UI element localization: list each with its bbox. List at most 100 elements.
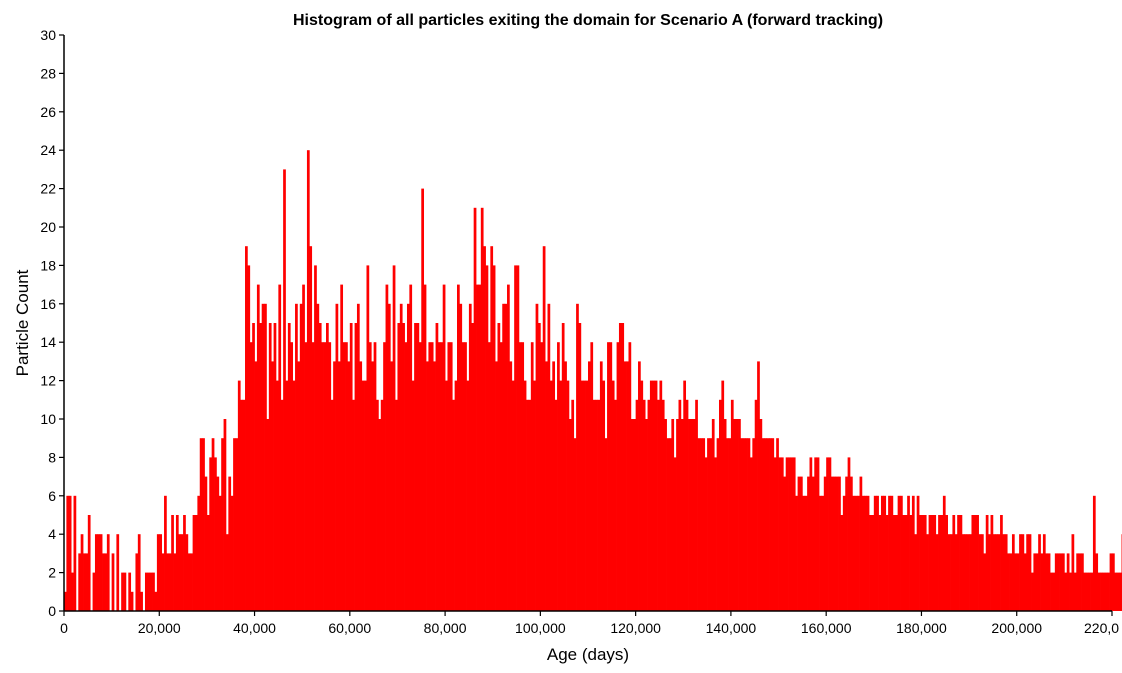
- histogram-bar: [988, 534, 991, 611]
- histogram-bar: [371, 361, 374, 611]
- histogram-bar: [809, 457, 813, 611]
- histogram-bar: [1054, 553, 1058, 611]
- histogram-bar: [326, 323, 329, 611]
- histogram-bar: [797, 476, 801, 611]
- histogram-bar: [356, 303, 360, 611]
- histogram-bar: [435, 323, 439, 611]
- histogram-bar: [676, 419, 679, 611]
- histogram-bar: [580, 380, 584, 611]
- histogram-bar: [202, 438, 205, 611]
- histogram-bar: [259, 323, 263, 611]
- histogram-bar: [880, 495, 884, 611]
- histogram-bar: [178, 534, 182, 611]
- histogram-bar: [742, 438, 746, 611]
- histogram-bar: [292, 380, 296, 611]
- histogram-bar: [187, 553, 191, 611]
- histogram-bar: [504, 303, 508, 611]
- histogram-bar: [106, 534, 110, 611]
- histogram-bar: [383, 342, 386, 611]
- histogram-bar: [373, 342, 377, 611]
- histogram-bar: [268, 323, 272, 611]
- histogram-bar: [423, 284, 427, 611]
- histogram-bar: [306, 150, 310, 611]
- histogram-bar: [1031, 572, 1034, 611]
- y-tick-label: 30: [40, 27, 56, 43]
- y-tick-label: 20: [40, 219, 56, 235]
- histogram-bar: [237, 380, 241, 611]
- histogram-bar: [123, 572, 127, 611]
- histogram-bar: [981, 534, 984, 611]
- histogram-bar: [819, 495, 822, 611]
- histogram-bar: [1023, 553, 1027, 611]
- histogram-bar: [392, 265, 396, 611]
- x-tick-label: 100,000: [515, 620, 566, 636]
- x-tick-label: 20,000: [138, 620, 181, 636]
- histogram-bar: [697, 438, 701, 611]
- histogram-bar: [1050, 572, 1053, 611]
- histogram-bar: [318, 323, 322, 611]
- histogram-bar: [404, 342, 408, 611]
- histogram-bar: [1011, 534, 1015, 611]
- histogram-bar: [1069, 572, 1072, 611]
- y-tick-label: 8: [48, 449, 56, 465]
- histogram-bar: [333, 361, 336, 611]
- histogram-bar: [671, 419, 675, 611]
- histogram-bar: [823, 476, 827, 611]
- histogram-bar: [1061, 553, 1065, 611]
- histogram-bar: [985, 515, 989, 611]
- histogram-bar: [552, 361, 556, 611]
- histogram-bar: [933, 515, 937, 611]
- histogram-bar: [695, 399, 698, 611]
- histogram-bar: [287, 323, 291, 611]
- histogram-bar: [1114, 572, 1118, 611]
- histogram-bar: [714, 457, 717, 611]
- histogram-bar: [485, 265, 489, 611]
- histogram-bar: [826, 457, 829, 611]
- histogram-bar: [1057, 553, 1060, 611]
- y-tick-label: 10: [40, 411, 56, 427]
- histogram-bar: [302, 284, 305, 611]
- histogram-bar: [804, 495, 808, 611]
- histogram-bar: [566, 380, 570, 611]
- histogram-bar: [971, 515, 975, 611]
- histogram-bar: [514, 265, 517, 611]
- histogram-bar: [507, 284, 510, 611]
- histogram-bar: [1033, 553, 1037, 611]
- histogram-bar: [854, 495, 858, 611]
- histogram-bar: [68, 495, 72, 611]
- histogram-bar: [642, 399, 646, 611]
- histogram-bar: [871, 515, 875, 611]
- x-tick-label: 180,000: [896, 620, 947, 636]
- y-tick-label: 2: [48, 565, 56, 581]
- histogram-bar: [633, 419, 636, 611]
- histogram-bar: [952, 515, 956, 611]
- histogram-bar: [418, 342, 422, 611]
- histogram-bar: [785, 457, 789, 611]
- histogram-bar: [228, 476, 232, 611]
- histogram-bar: [378, 419, 382, 611]
- histogram-bar: [1112, 553, 1115, 611]
- histogram-bar: [897, 495, 901, 611]
- histogram-bar: [502, 303, 505, 611]
- histogram-bar: [959, 515, 963, 611]
- histogram-bar: [94, 534, 98, 611]
- histogram-bar: [1073, 572, 1077, 611]
- histogram-bar: [592, 399, 596, 611]
- histogram-bar: [542, 246, 546, 611]
- histogram-bar: [130, 591, 134, 611]
- histogram-bar: [1059, 553, 1063, 611]
- histogram-bar: [614, 399, 617, 611]
- histogram-bar: [726, 438, 729, 611]
- histogram-bar: [576, 303, 579, 611]
- histogram-bar: [688, 419, 691, 611]
- histogram-bar: [78, 553, 82, 611]
- histogram-bar: [761, 438, 765, 611]
- histogram-bar: [652, 380, 656, 611]
- histogram-bar: [387, 303, 391, 611]
- histogram-bar: [409, 284, 413, 611]
- histogram-bar: [140, 591, 143, 611]
- histogram-bar: [545, 361, 548, 611]
- histogram-bar: [961, 534, 965, 611]
- histogram-bar: [147, 572, 151, 611]
